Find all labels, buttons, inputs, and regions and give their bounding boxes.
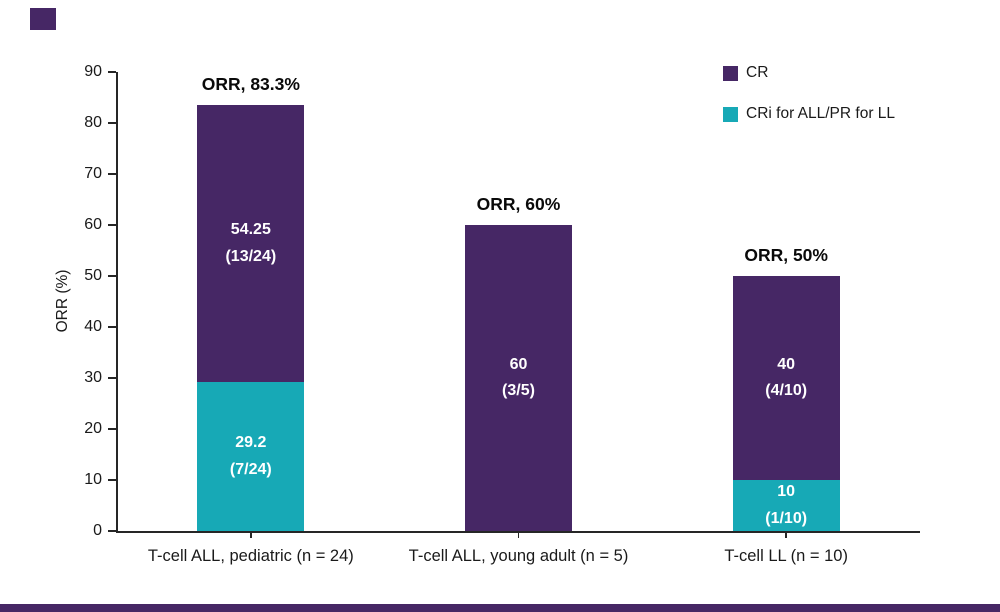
legend: CR CRi for ALL/PR for LL xyxy=(723,60,895,142)
y-tick-label: 20 xyxy=(84,420,102,437)
y-tick-mark xyxy=(108,275,116,277)
y-tick-label: 40 xyxy=(84,318,102,335)
y-tick-mark xyxy=(108,479,116,481)
x-tick-mark xyxy=(250,532,252,538)
bar-segment-cri-pr: 29.2 (7/24) xyxy=(197,382,305,531)
legend-label-cr: CR xyxy=(746,64,769,81)
y-tick-label: 0 xyxy=(93,522,102,539)
legend-item-cr: CR xyxy=(723,60,895,86)
x-category-label: T-cell LL (n = 10) xyxy=(724,547,848,565)
y-tick-mark xyxy=(108,428,116,430)
bar-segment-cr: 60 (3/5) xyxy=(465,225,572,531)
y-tick-label: 90 xyxy=(84,63,102,80)
x-tick-mark xyxy=(785,532,787,538)
y-tick-mark xyxy=(108,326,116,328)
y-tick-label: 80 xyxy=(84,114,102,131)
slide-accent-square xyxy=(30,8,56,30)
x-axis-line xyxy=(116,531,920,533)
bar-segment-value-label: 29.2 (7/24) xyxy=(229,434,272,478)
bar-segment-value-label: 54.25 (13/24) xyxy=(225,221,277,265)
y-tick-mark xyxy=(108,377,116,379)
y-tick-label: 10 xyxy=(84,471,102,488)
legend-item-cri-pr: CRi for ALL/PR for LL xyxy=(723,101,895,127)
bar-segment-value-label: 40 (4/10) xyxy=(765,355,808,399)
y-tick-mark xyxy=(108,173,116,175)
y-tick-mark xyxy=(108,224,116,226)
y-axis-line xyxy=(116,72,118,532)
bar-segment-value-label: 60 (3/5) xyxy=(502,355,535,399)
y-tick-label: 70 xyxy=(84,165,102,182)
cr-color-swatch xyxy=(723,65,738,81)
y-tick-label: 30 xyxy=(84,369,102,386)
x-category-label: T-cell ALL, pediatric (n = 24) xyxy=(147,547,354,565)
y-tick-mark xyxy=(108,71,116,73)
bar-segment-cr: 40 (4/10) xyxy=(732,276,840,480)
y-tick-label: 50 xyxy=(84,267,102,284)
x-category-label: T-cell ALL, young adult (n = 5) xyxy=(408,547,629,565)
orr-total-label: ORR, 83.3% xyxy=(201,74,300,95)
legend-label-cri-pr: CRi for ALL/PR for LL xyxy=(746,105,896,122)
orr-total-label: ORR, 50% xyxy=(744,245,828,265)
bar-segment-cri-pr: 10 (1/10) xyxy=(732,480,840,531)
y-tick-mark xyxy=(108,122,116,124)
bar-segment-value-label: 10 (1/10) xyxy=(765,483,808,527)
y-tick-mark xyxy=(108,530,116,532)
y-tick-label: 60 xyxy=(84,216,102,233)
bar-segment-cr: 54.25 (13/24) xyxy=(197,105,305,383)
slide-accent-bottom-bar xyxy=(0,604,1000,612)
x-tick-mark xyxy=(517,532,520,538)
cri-pr-color-swatch xyxy=(723,106,738,122)
orr-total-label: ORR, 60% xyxy=(476,194,561,214)
